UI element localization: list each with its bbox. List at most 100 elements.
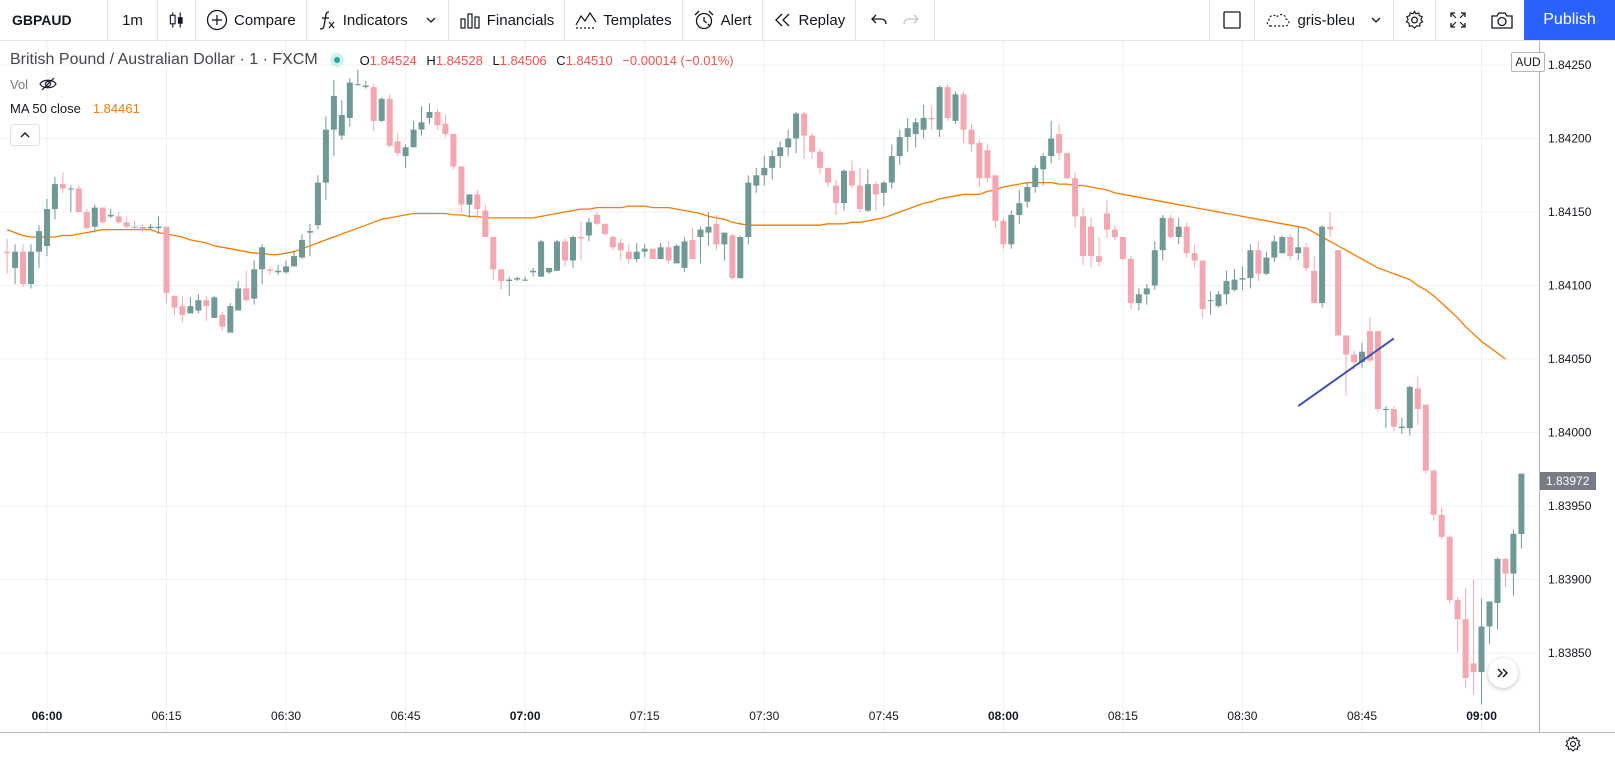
candle: [1000, 217, 1007, 249]
candle-body: [107, 214, 114, 217]
candle: [482, 204, 489, 237]
market-status-icon[interactable]: [329, 53, 344, 67]
candle: [1478, 598, 1485, 705]
layout-name-button[interactable]: gris-bleu: [1255, 0, 1394, 40]
candle-body: [554, 241, 560, 271]
time-tick-label: 06:30: [271, 709, 301, 723]
candle: [1406, 385, 1413, 436]
series-title: British Pound / Australian Dollar · 1 · …: [10, 51, 318, 68]
candle-body: [83, 212, 90, 229]
price-axis: 1.84250 1.84200 1.84150 1.84100 1.84050 1.840…: [1548, 58, 1592, 660]
snapshot-button[interactable]: [1480, 0, 1524, 40]
candle-body: [1191, 253, 1198, 261]
candle: [1454, 597, 1461, 653]
candle: [1215, 291, 1222, 308]
candle: [1335, 250, 1342, 336]
low-value: 1.84506: [499, 52, 547, 68]
candle: [697, 226, 704, 264]
undo-icon[interactable]: [870, 12, 888, 28]
chart-canvas[interactable]: 1.84250 1.84200 1.84150 1.84100 1.84050 1.840…: [0, 41, 1615, 759]
candle-body: [1494, 558, 1501, 603]
candle: [601, 223, 608, 236]
redo-icon[interactable]: [902, 12, 920, 28]
fullscreen-button[interactable]: [1436, 0, 1480, 40]
indicators-button[interactable]: Indicators: [307, 0, 449, 40]
candle-body: [211, 297, 218, 318]
candle-body: [394, 141, 401, 154]
last-price-label: 1.83972: [1540, 472, 1596, 490]
candle: [538, 239, 545, 277]
eye-hidden-icon[interactable]: [38, 76, 58, 92]
open-value: 1.84524: [369, 52, 417, 68]
candle: [458, 166, 465, 212]
publish-button[interactable]: Publish: [1524, 0, 1615, 40]
currency-label[interactable]: AUD: [1511, 52, 1545, 72]
candle-body: [745, 182, 752, 237]
candle-body: [91, 207, 98, 227]
candle: [155, 216, 162, 235]
candle-body: [402, 147, 409, 157]
candle: [976, 139, 983, 188]
candle: [1159, 214, 1166, 261]
alert-button[interactable]: Alert: [683, 0, 763, 40]
candle: [1287, 234, 1294, 261]
candle-body: [1414, 388, 1421, 409]
candle: [115, 212, 122, 224]
legend-main-series[interactable]: British Pound / Australian Dollar · 1 · …: [10, 48, 734, 72]
candle-body: [737, 237, 744, 279]
candle: [1311, 256, 1318, 304]
candle: [1359, 342, 1365, 368]
candle-body: [195, 300, 202, 311]
settings-button[interactable]: [1394, 0, 1436, 40]
price-tick-label: 1.84100: [1548, 279, 1592, 293]
candle-body: [1016, 203, 1023, 215]
layout-select-button[interactable]: [1209, 0, 1256, 40]
candle: [753, 167, 760, 193]
candle: [1151, 241, 1158, 290]
candle-body: [179, 306, 186, 315]
candle: [593, 212, 600, 226]
candle-body: [1311, 270, 1318, 304]
candle-body: [219, 314, 226, 327]
candle: [418, 106, 425, 136]
publish-label: Publish: [1543, 11, 1596, 28]
moving-average-line: [6, 181, 1506, 360]
candles-icon: [169, 12, 183, 28]
legend-volume[interactable]: Vol: [10, 72, 734, 96]
legend-moving-average[interactable]: MA 50 close 1.84461: [10, 96, 734, 120]
candle-body: [1287, 237, 1294, 257]
candle-body: [530, 270, 537, 273]
templates-button[interactable]: Templates: [565, 0, 683, 40]
candle: [633, 242, 640, 262]
replay-button[interactable]: Replay: [763, 0, 857, 40]
compare-button[interactable]: Compare: [196, 0, 307, 40]
candle: [1231, 269, 1238, 292]
legend-collapse-button[interactable]: [10, 124, 40, 146]
candle-body: [131, 226, 138, 229]
candle: [506, 276, 513, 296]
candle: [665, 241, 672, 264]
candle-body: [514, 278, 521, 280]
candle-body: [570, 237, 576, 261]
interval-button[interactable]: 1m: [108, 0, 158, 40]
fullscreen-icon: [1450, 12, 1466, 28]
financials-button[interactable]: Financials: [449, 0, 566, 40]
candle: [131, 220, 138, 232]
scroll-to-realtime-button[interactable]: [1488, 658, 1518, 688]
candle: [1024, 182, 1031, 208]
candle-body: [1183, 226, 1190, 254]
candle-body: [115, 216, 122, 223]
candle-body: [187, 306, 194, 314]
candle-body: [641, 248, 648, 252]
symbol-search-button[interactable]: GBPAUD: [0, 0, 108, 40]
candle-body: [601, 223, 608, 235]
candle: [354, 69, 361, 86]
candle: [219, 311, 226, 332]
candle-body: [585, 222, 592, 236]
price-tick-label: 1.83850: [1548, 646, 1592, 660]
axis-settings-button[interactable]: [1560, 732, 1586, 756]
candle-body: [1223, 281, 1230, 295]
candle-body: [1199, 260, 1206, 309]
chart-type-button[interactable]: [158, 0, 196, 40]
candle-body: [801, 113, 808, 136]
